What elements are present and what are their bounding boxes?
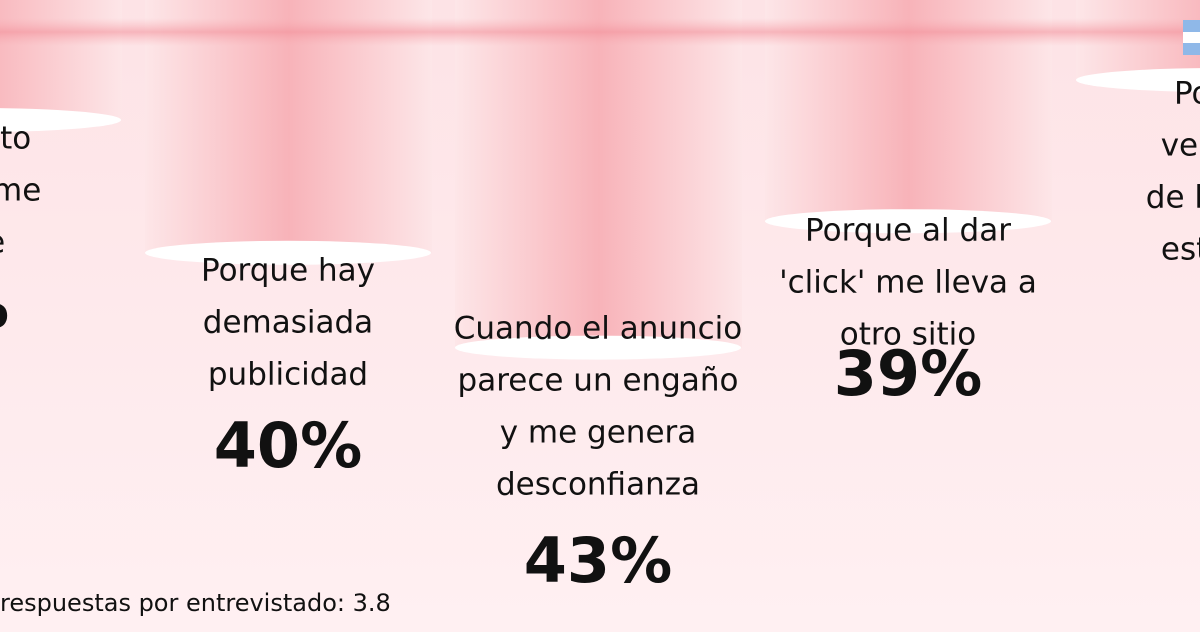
value-label: 40% <box>214 409 362 482</box>
flag-stripe <box>1183 32 1200 43</box>
category-label: publicidad <box>208 357 368 393</box>
category-label: Porque hay <box>201 253 375 289</box>
flag <box>1183 20 1200 55</box>
bar-base <box>145 240 431 265</box>
value-label: 39% <box>834 337 982 410</box>
flag-stripe <box>1183 43 1200 55</box>
category-label: oducto <box>0 121 31 157</box>
bar <box>455 0 742 348</box>
category-label: 'click' me lleva a <box>779 265 1037 301</box>
category-label: de la pág <box>1146 180 1200 216</box>
cylinder-base <box>0 108 121 132</box>
category-label: Porque al dar <box>805 213 1011 249</box>
value-label: % <box>0 269 9 342</box>
category-label: Cuando el anuncio <box>454 311 743 347</box>
shade-band <box>0 18 1200 46</box>
category-label: ver el c <box>1161 128 1200 164</box>
category-label: ese <box>0 225 5 261</box>
bar-base <box>765 209 1051 234</box>
category-label: o no me <box>0 173 41 209</box>
footnote: respuestas por entrevistado: 3.8 <box>0 589 391 617</box>
category-label: demasiada <box>203 305 373 341</box>
category-label: y me genera <box>500 415 697 451</box>
category-label: desconfianza <box>496 467 700 503</box>
category-label: otro sitio <box>840 317 977 353</box>
value-label: 43% <box>524 524 672 597</box>
category-label: parece un engaño <box>458 363 739 399</box>
category-label: estoy n <box>1161 232 1200 268</box>
flag-stripe <box>1183 20 1200 32</box>
value-label: 3 <box>1196 269 1200 342</box>
category-label: Porqu <box>1174 76 1200 112</box>
bar-base <box>455 335 741 360</box>
cylinder-base <box>1076 68 1200 92</box>
